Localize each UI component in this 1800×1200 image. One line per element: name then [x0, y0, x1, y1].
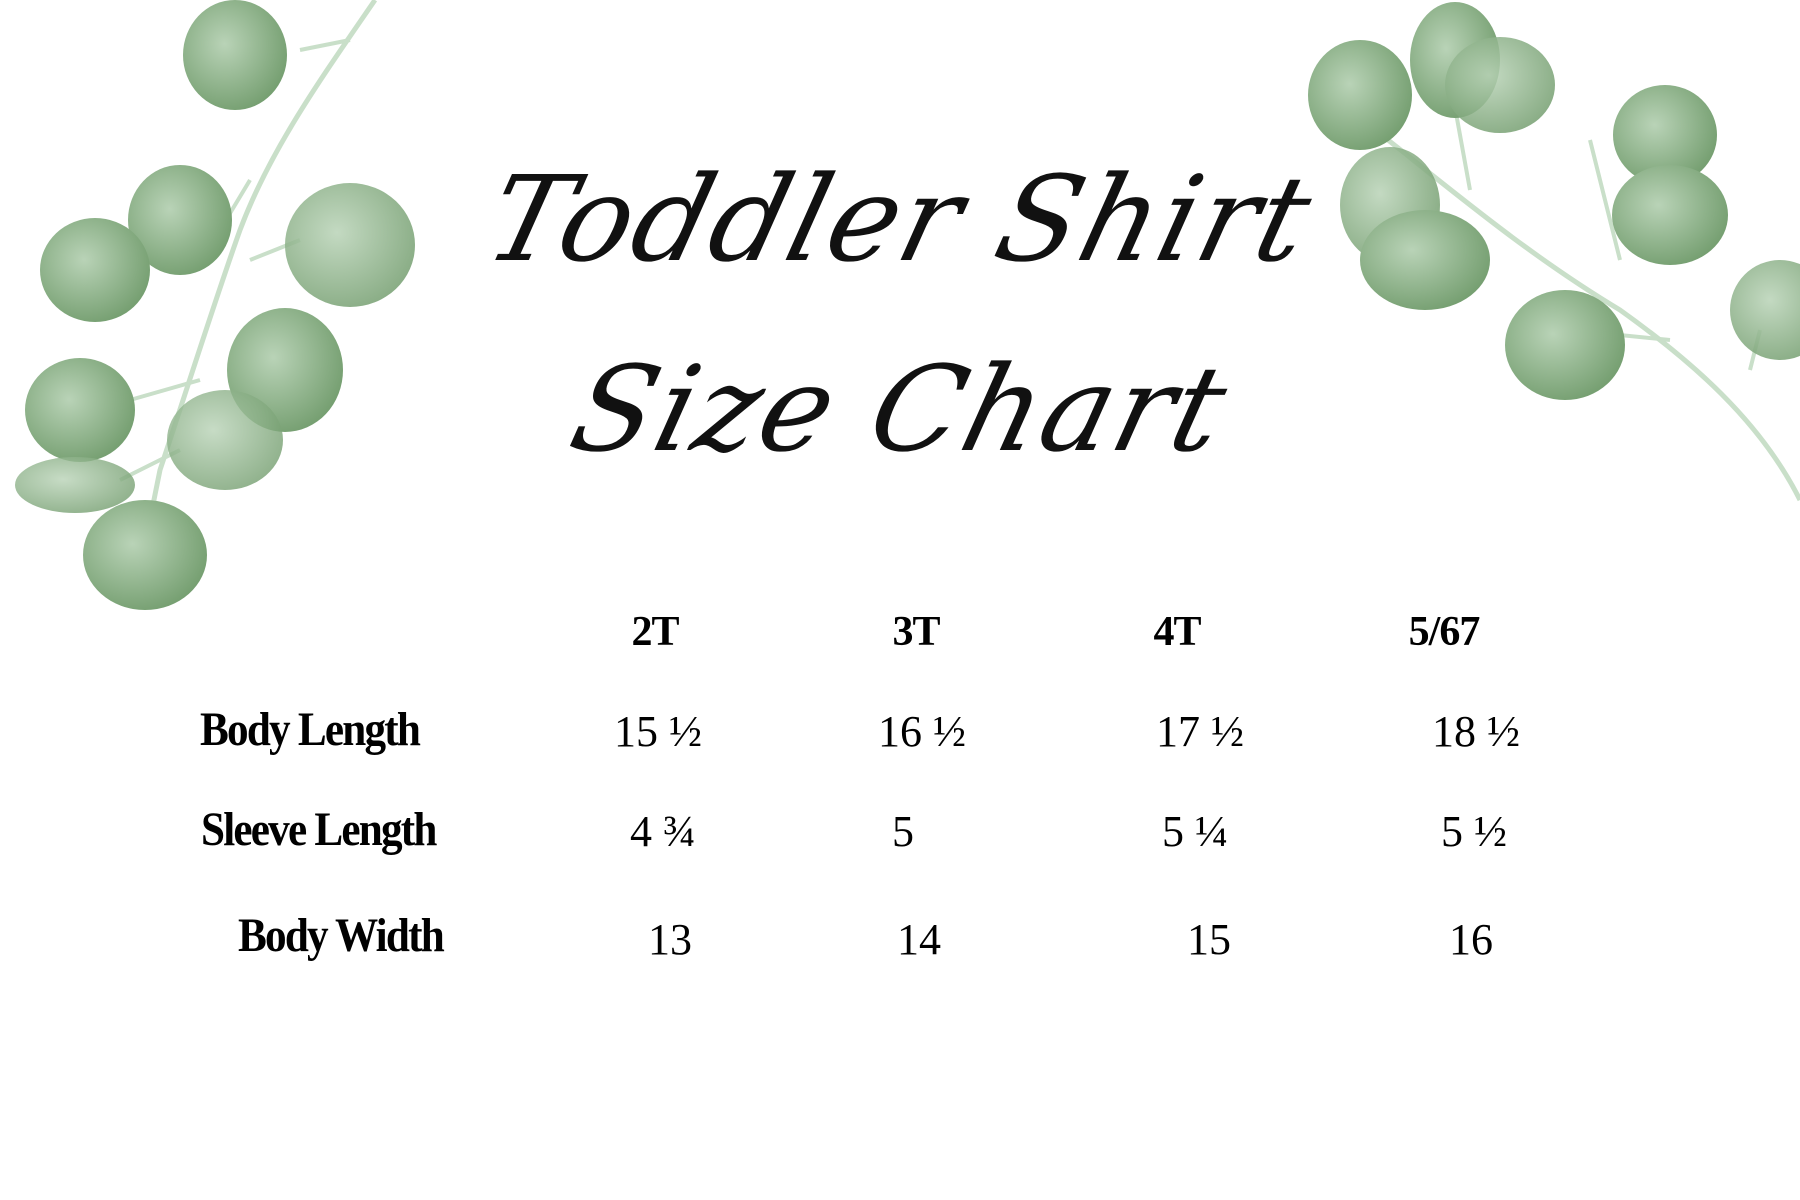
cell: 5 ¼ — [1162, 807, 1228, 856]
cell: 17 ½ — [1156, 707, 1244, 756]
cell: 15 ½ — [614, 707, 702, 756]
eucalyptus-left-decoration — [15, 0, 415, 610]
row-label-body-length: Body Length — [200, 703, 421, 756]
title-line-1: Toddler Shirt — [474, 150, 1326, 288]
cell: 5 ½ — [1441, 807, 1507, 856]
cell: 15 — [1187, 915, 1231, 964]
column-header-4t: 4T — [1153, 609, 1201, 655]
column-header-2t: 2T — [631, 609, 679, 655]
cell: 5 — [892, 807, 914, 856]
column-header-3t: 3T — [892, 609, 940, 655]
cell: 13 — [648, 915, 692, 964]
row-label-body-width: Body Width — [238, 909, 445, 962]
cell: 18 ½ — [1432, 707, 1520, 756]
column-header-5-67: 5/67 — [1408, 609, 1481, 655]
cell: 16 — [1449, 915, 1493, 964]
cell: 4 ¾ — [630, 807, 696, 856]
eucalyptus-right-decoration — [1308, 2, 1800, 502]
title-line-2: Size Chart — [558, 340, 1242, 478]
row-label-sleeve-length: Sleeve Length — [201, 803, 437, 856]
cell: 16 ½ — [878, 707, 966, 756]
cell: 14 — [897, 915, 941, 964]
